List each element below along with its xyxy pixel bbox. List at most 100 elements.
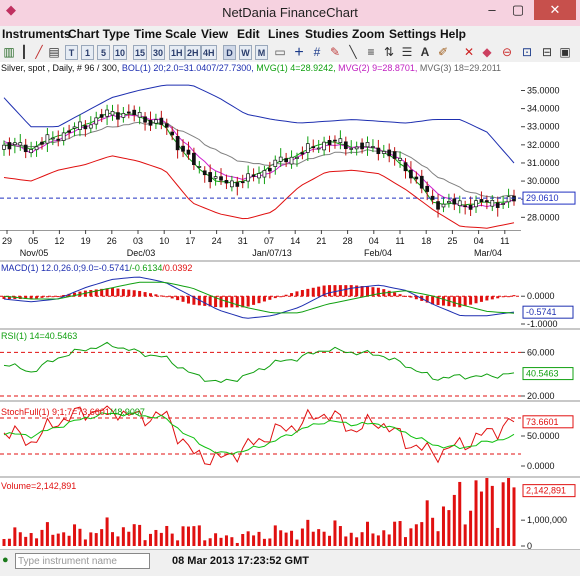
close-x-icon[interactable]: ✕ [463,45,475,59]
candle-body [13,142,17,145]
print-icon[interactable]: ⊡ [521,45,533,59]
volume-bar [56,533,60,546]
menu-view[interactable]: View [201,27,229,41]
candle-body [295,157,299,159]
tf-4h-button[interactable]: 4H [201,45,217,60]
close-button[interactable]: ✕ [534,0,576,20]
levels-icon[interactable]: ☰ [401,45,413,59]
symbol-label: Silver, spot , Daily, # 96 / 300, [1,63,120,73]
text-icon[interactable]: A [420,45,430,59]
menu-chart-type[interactable]: Chart Type [68,27,130,41]
tf-weekly-button[interactable]: W [239,45,252,60]
mvg2-label: MVG(2) 9=28.8701, [338,63,418,73]
tf-15-button[interactable]: 15 [133,45,148,60]
menu-help[interactable]: Help [440,27,467,41]
candle-body [430,195,435,200]
volume-bar [333,520,337,546]
menu-edit[interactable]: Edit [237,27,260,41]
x-axis-label: 11 [395,236,404,246]
tf-1h-button[interactable]: 1H [169,45,185,60]
tf-2h-button[interactable]: 2H [185,45,201,60]
x-axis-label: 18 [421,236,431,246]
panel-separator[interactable] [0,328,580,330]
tf-10-button[interactable]: 10 [113,45,128,60]
volume-panel[interactable]: Volume=2,142,891 [0,461,521,549]
macd-histogram-bar [148,293,152,297]
candle-body [257,173,261,179]
volume-bar [192,526,196,546]
menu-instruments[interactable]: Instruments [2,27,71,41]
chart-line-icon[interactable]: ╱ [35,45,43,59]
macd-histogram-bar [512,295,516,297]
restore-icon[interactable]: ▣ [559,45,571,59]
instrument-search-input[interactable]: Type instrument name [15,553,150,569]
tf-1-button[interactable]: 1 [81,45,94,60]
hash-icon[interactable]: # [313,45,321,59]
volume-bar [143,540,147,546]
candle-body [419,175,424,189]
panel-separator[interactable] [0,400,580,402]
volume-bar [306,519,310,546]
menu-settings[interactable]: Settings [389,27,437,41]
candle-body [154,119,158,124]
fibonacci-icon[interactable]: ≡ [367,45,375,59]
volume-bar [2,539,6,546]
candle-body [506,196,511,203]
macd-histogram-bar [143,292,147,297]
chart-bars-icon[interactable]: ┃ [20,45,28,59]
price-chart-panel[interactable]: Silver, spot , Daily, # 96 / 300, BOL(1)… [0,62,521,260]
candle-body [354,146,359,150]
candle-body [164,123,169,128]
candle-body [202,170,207,176]
trendline-icon[interactable]: ╲ [349,45,357,59]
menu-time-scale[interactable]: Time Scale [134,27,197,41]
candle-body [414,176,419,180]
maximize-button[interactable]: ▢ [511,2,525,17]
stoch-panel[interactable]: StochFull(1) 9;1;7=73.6601/48.9097 [0,402,521,476]
rsi-panel[interactable]: RSI(1) 14=40.5463 [0,330,521,400]
macd-legend: MACD(1) 12.0,26.0;9.0=-0.5741/-0.6134/0.… [1,263,192,273]
volume-bar [18,532,22,546]
candle-body [148,120,153,126]
window-icon[interactable]: ▭ [274,45,286,59]
panel-separator[interactable] [0,476,580,478]
volume-bar [127,531,131,546]
candle-body [343,141,348,150]
macd-panel[interactable]: MACD(1) 12.0,26.0;9.0=-0.5741/-0.6134/0.… [0,262,521,328]
eraser-icon[interactable]: ◆ [482,45,492,59]
x-axis-month-label: Jan/07/13 [252,248,292,258]
delete-icon[interactable]: ⊖ [501,45,513,59]
macd-histogram-bar [186,296,190,304]
chart-area-icon[interactable]: ▤ [48,45,60,59]
stoch-axis-label: 0.0000 [527,461,555,471]
menu-zoom[interactable]: Zoom [352,27,385,41]
panel-separator[interactable] [0,260,580,262]
macd-histogram-bar [121,289,125,297]
tf-30-button[interactable]: 30 [151,45,166,60]
stoch-value-label: 73.6601 [526,417,559,427]
x-axis-month-label: Nov/05 [20,248,49,258]
arrows-icon[interactable]: ⇅ [383,45,395,59]
brush-icon[interactable]: ✐ [437,45,449,59]
crosshair-icon[interactable]: + [294,44,304,61]
candle-body [268,167,272,172]
pencil-icon[interactable]: ✎ [329,45,341,59]
menu-studies[interactable]: Studies [305,27,349,41]
tf-tick-button[interactable]: T [65,45,78,60]
tf-monthly-button[interactable]: M [255,45,268,60]
minimize-button[interactable]: – [488,2,496,17]
candle-body [197,166,202,168]
volume-bar [338,526,342,546]
layout-icon[interactable]: ⊟ [541,45,553,59]
chart-type-icon[interactable]: ▥ [3,45,15,59]
tf-daily-button[interactable]: D [223,45,236,60]
candle-body [468,204,473,210]
candle-body [175,136,180,151]
macd-histogram-bar [496,296,500,299]
candle-body [474,200,478,208]
x-axis-label: 24 [212,236,222,246]
candle-body [235,182,240,187]
menu-lines[interactable]: Lines [268,27,300,41]
candle-body [56,138,61,141]
tf-5-button[interactable]: 5 [97,45,110,60]
